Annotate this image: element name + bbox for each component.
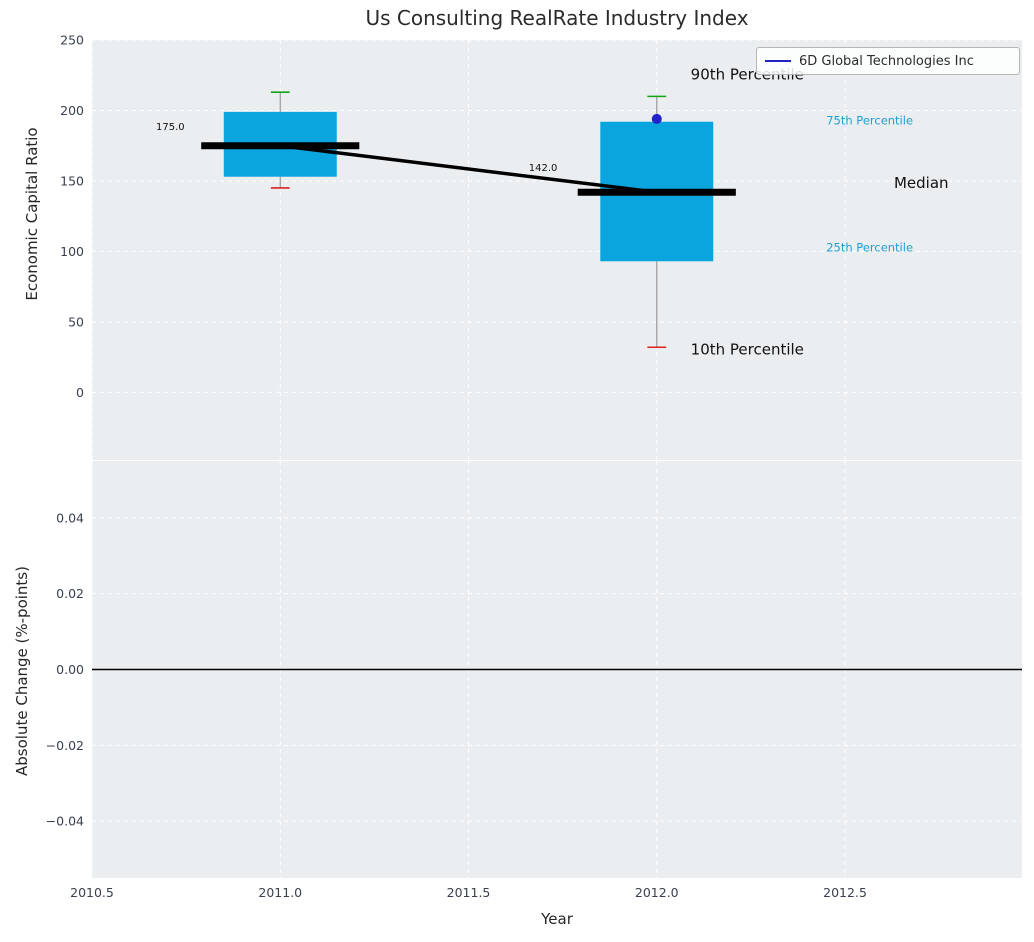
legend-line-sample [765, 60, 791, 62]
y-tick-label: 0 [76, 385, 84, 400]
y-tick-label: 0.00 [56, 662, 84, 677]
annotation: 25th Percentile [826, 240, 913, 254]
y-tick-label: 0.04 [56, 510, 84, 525]
annotation: 175.0 [156, 122, 185, 133]
y-tick-label: −0.04 [46, 814, 84, 829]
bottom-y-axis-label: Absolute Change (%-points) [13, 566, 31, 776]
y-tick-label: 150 [60, 173, 84, 188]
x-tick-label: 2011.0 [258, 885, 302, 900]
x-axis-label: Year [541, 910, 573, 928]
annotation: 75th Percentile [826, 114, 913, 128]
x-tick-label: 2012.0 [635, 885, 679, 900]
y-tick-label: −0.02 [46, 738, 84, 753]
x-tick-label: 2011.5 [447, 885, 491, 900]
y-tick-label: 250 [60, 33, 84, 48]
y-tick-label: 50 [68, 314, 84, 329]
annotation: Median [894, 174, 949, 192]
chart-title: Us Consulting RealRate Industry Index [365, 6, 749, 30]
company-point [651, 113, 662, 124]
x-tick-label: 2012.5 [823, 885, 867, 900]
y-tick-label: 100 [60, 244, 84, 259]
legend-label: 6D Global Technologies Inc [799, 53, 974, 69]
y-tick-label: 200 [60, 103, 84, 118]
median-trend-line [280, 143, 657, 194]
annotation: 10th Percentile [691, 340, 804, 358]
legend: 6D Global Technologies Inc [756, 47, 1020, 75]
y-tick-label: 0.02 [56, 586, 84, 601]
annotation: 142.0 [529, 163, 558, 174]
x-tick-label: 2010.5 [70, 885, 114, 900]
top-y-axis-label: Economic Capital Ratio [23, 127, 41, 301]
